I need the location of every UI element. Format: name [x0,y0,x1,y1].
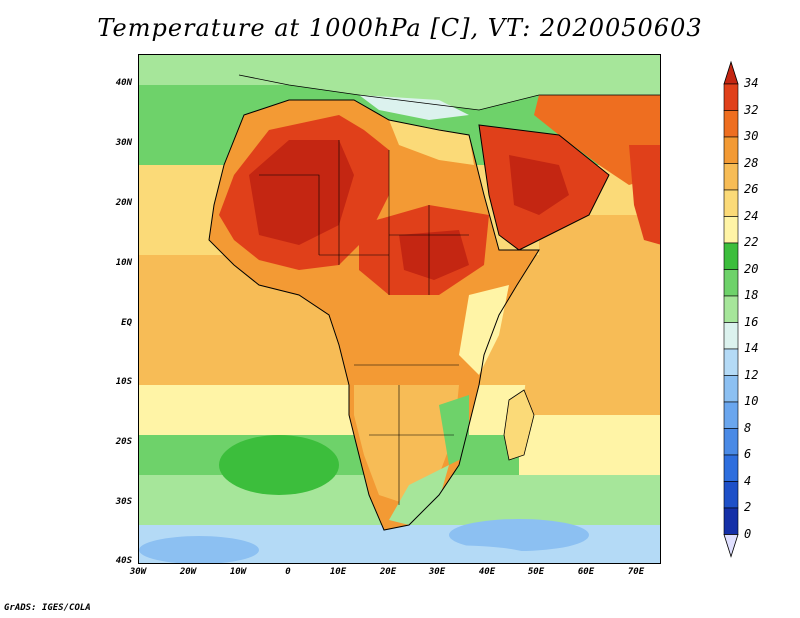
colorbar-tick-label: 6 [744,447,752,461]
colorbar-swatch [723,83,739,111]
lon-label: 0 [285,567,291,577]
colorbar-swatch [723,295,739,323]
colorbar-swatch [723,428,739,456]
colorbar-swatch [723,242,739,270]
cold-patch-s [449,519,589,551]
colorbar-tick-label: 16 [744,314,759,329]
sudan-core [399,230,469,280]
colorbar-swatch [723,481,739,509]
colorbar-swatch [723,189,739,217]
lon-label: 30E [428,567,446,577]
colorbar-tick-label: 4 [744,473,752,488]
colorbar-swatch [723,163,739,191]
lat-label: 30S [115,497,132,507]
colorbar-tick-label: 14 [744,341,759,355]
colorbar-swatch [723,375,739,403]
lat-label: 40S [115,556,132,566]
lat-label: 20N [115,198,132,208]
europe [239,55,660,110]
colorbar-tick-label: 34 [744,76,759,90]
colorbar-tick-label: 2 [744,500,752,514]
east-africa [459,285,509,375]
africa-coastline [208,99,540,531]
north-africa-mild [389,120,474,165]
lon-label: 10W [229,567,247,577]
colorbar-swatch [723,322,739,350]
colorbar-swatch [723,110,739,138]
arabia-coastline [478,124,610,251]
credit-text: GrADS: IGES/COLA [4,603,91,613]
colorbar-swatch [723,454,739,482]
colorbar-arrow-top [723,60,739,85]
india-edge [629,145,660,245]
colorbar-tick-label: 32 [744,102,759,117]
lon-label: 20E [379,567,397,577]
colorbar-swatch [723,507,739,535]
lat-label: 20S [115,437,132,447]
mediterranean [359,95,469,120]
colorbar [723,60,739,558]
colorbar-swatch [723,136,739,164]
south-africa-green [389,465,449,525]
colorbar-tick-label: 8 [744,420,752,435]
green-patch-satl [219,435,339,495]
colorbar-tick-label: 20 [744,261,759,276]
colorbar-tick-label: 10 [744,394,759,408]
lon-label: 40E [478,567,496,577]
colorbar-arrow-bottom [723,534,739,558]
colorbar-swatch [723,401,739,429]
colorbar-tick-label: 18 [744,288,759,302]
indian-ocean-warm [519,215,660,435]
lon-label: 10E [329,567,347,577]
europe-coastline [238,74,660,111]
colorbar-swatch [723,216,739,244]
sahara-core [249,140,354,245]
mozambique-green [439,395,469,465]
colorbar-tick-label: 26 [744,182,759,196]
colorbar-tick-label: 0 [744,526,752,541]
temperature-map [139,55,660,563]
lon-label: 50E [527,567,545,577]
arabia-core [509,155,569,215]
colorbar-tick-label: 12 [744,367,759,382]
madagascar [503,389,535,461]
colorbar-swatch [723,348,739,376]
map-panel [138,54,661,564]
colorbar-tick-label: 24 [744,208,759,223]
lon-label: 70E [627,567,645,577]
lon-label: 30W [129,567,147,577]
country-borders [259,140,469,505]
lat-label: 10S [115,377,132,387]
colorbar-tick-label: 30 [744,129,759,143]
lat-label: 10N [115,258,132,268]
colorbar-swatch [723,269,739,297]
lat-label: 30N [115,138,132,148]
iran [534,95,660,185]
plot-title: Temperature at 1000hPa [C], VT: 20200506… [97,14,703,42]
lat-label: 40N [115,78,132,88]
lat-label: EQ [121,318,132,328]
indian-ocean-mid [519,415,660,475]
lon-label: 20W [179,567,197,577]
colorbar-tick-label: 22 [744,235,759,249]
lon-label: 60E [577,567,595,577]
cold-patch-sw [139,536,259,563]
cold-patch-se [349,545,529,563]
colorbar-tick-label: 28 [744,155,759,170]
